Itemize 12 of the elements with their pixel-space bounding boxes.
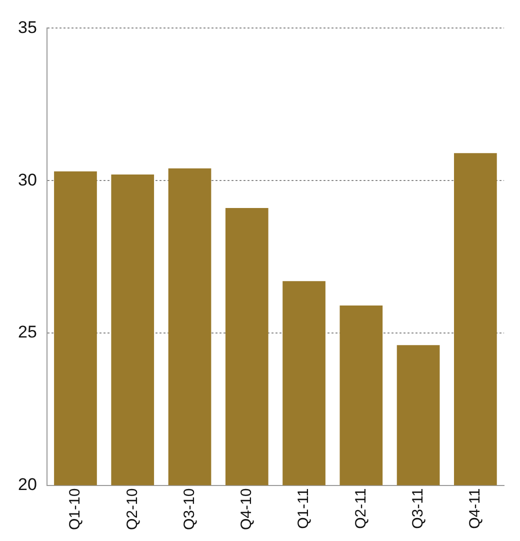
x-tick-label: Q3-11 xyxy=(409,488,426,529)
x-tick-label: Q4-11 xyxy=(466,488,484,529)
x-tick-label: Q2-11 xyxy=(352,488,370,529)
x-tick-label: Q3-10 xyxy=(180,488,198,530)
x-tick-label: Q1-10 xyxy=(66,488,84,530)
y-tick-label: 35 xyxy=(18,18,37,37)
y-tick-label: 30 xyxy=(18,170,37,190)
x-tick-label: Q2-10 xyxy=(124,488,141,530)
x-tick-label: Q1-11 xyxy=(295,488,312,529)
y-tick-label: 25 xyxy=(18,322,37,342)
x-tick-label: Q4-10 xyxy=(238,488,256,530)
y-tick-label: 20 xyxy=(18,475,37,494)
